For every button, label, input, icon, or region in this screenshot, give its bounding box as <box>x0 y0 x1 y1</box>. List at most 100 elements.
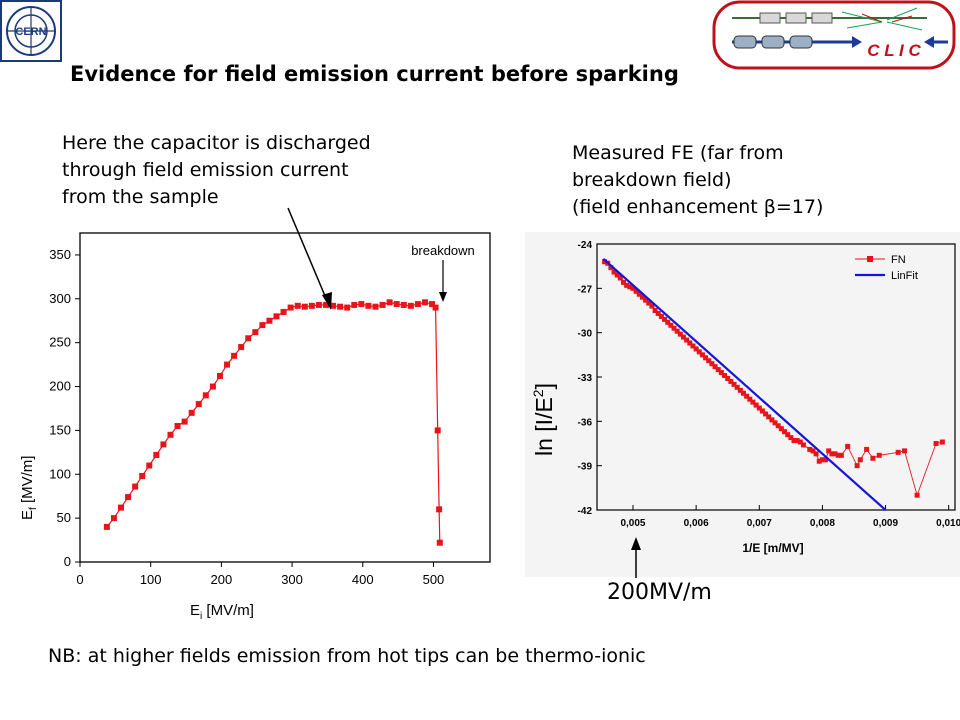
fn-point <box>835 452 841 458</box>
breakdown-point <box>125 494 132 501</box>
breakdown-point <box>358 301 365 308</box>
fn-point <box>608 265 614 271</box>
fn-point <box>703 355 709 361</box>
fn-point <box>737 387 743 393</box>
breakdown-point <box>432 304 439 311</box>
fn-point <box>677 331 683 337</box>
fn-point <box>778 426 784 432</box>
y-tick-label: 250 <box>49 335 71 350</box>
breakdown-point <box>421 299 428 306</box>
fn-point <box>816 458 822 464</box>
breakdown-point <box>429 301 436 308</box>
fn-point <box>838 452 844 458</box>
breakdown-point <box>400 301 407 308</box>
breakdown-point <box>436 539 443 546</box>
y-tick-label: 150 <box>49 422 71 437</box>
fn-point <box>718 370 724 376</box>
breakdown-point <box>294 302 301 309</box>
fn-point <box>895 449 901 455</box>
fn-point <box>939 439 945 445</box>
fn-point <box>740 390 746 396</box>
fn-point <box>800 442 806 448</box>
fn-point <box>646 300 652 306</box>
breakdown-arrowhead <box>439 292 447 302</box>
breakdown-point <box>245 335 252 342</box>
x-tick-label: 500 <box>423 572 445 587</box>
fn-x-tick-label: 0,006 <box>684 518 709 529</box>
breakdown-y-axis-label: Ef [MV/m] <box>19 456 39 520</box>
breakdown-point <box>365 302 372 309</box>
breakdown-point <box>188 409 195 416</box>
fn-point <box>734 384 740 390</box>
fn-point <box>630 285 636 291</box>
breakdown-point <box>301 303 308 310</box>
y-tick-label: 200 <box>49 379 71 394</box>
fn-point <box>766 414 772 420</box>
breakdown-point <box>238 344 245 351</box>
fn-point <box>810 448 816 454</box>
fn-point <box>662 316 668 322</box>
fn-point <box>753 402 759 408</box>
fn-point <box>759 408 765 414</box>
fn-point <box>826 448 832 454</box>
fn-point <box>671 325 677 331</box>
fn-point <box>636 291 642 297</box>
breakdown-point <box>407 302 414 309</box>
fn-chart-legend: FN LinFit <box>855 254 918 282</box>
fn-point <box>684 337 690 343</box>
fn-point <box>617 275 623 281</box>
breakdown-point <box>252 329 259 336</box>
fn-point <box>725 375 731 381</box>
fn-point <box>687 340 693 346</box>
x-tick-label: 100 <box>140 572 162 587</box>
breakdown-point <box>224 361 231 368</box>
fn-point <box>731 381 737 387</box>
breakdown-point <box>139 473 146 480</box>
breakdown-x-axis-label: Ei [MV/m] <box>190 602 254 622</box>
fn-point <box>706 358 712 364</box>
fn-y-tick-label: -30 <box>578 329 593 340</box>
fowler-nordheim-chart: 0,005 0,006 0,007 0,008 0,009 0,010 -24 -27 -30 -… <box>525 232 960 577</box>
breakdown-point <box>315 301 322 308</box>
breakdown-point <box>110 515 117 522</box>
breakdown-point <box>118 504 124 511</box>
breakdown-point <box>132 483 139 490</box>
fn-point <box>712 364 718 370</box>
breakdown-point <box>174 423 181 430</box>
fn-point <box>633 288 639 294</box>
y-tick-label: 100 <box>49 466 71 481</box>
fn-x-tick-label: 0,009 <box>873 518 898 529</box>
y-tick-label: 0 <box>64 554 71 569</box>
fn-point <box>775 423 781 429</box>
fn-point <box>832 451 838 457</box>
footnote: NB: at higher fields emission from hot t… <box>48 645 646 667</box>
breakdown-point <box>195 401 202 408</box>
fn-point <box>665 319 671 325</box>
breakdown-point <box>330 302 337 309</box>
breakdown-point <box>344 304 351 311</box>
clic-logo: C L I C <box>712 0 956 70</box>
fn-point <box>763 411 769 417</box>
fn-y-tick-label: -39 <box>578 462 593 473</box>
cern-logo-text: CERN <box>15 26 46 38</box>
fn-point <box>769 417 775 423</box>
fn-point <box>627 284 633 290</box>
fn-point <box>624 282 630 288</box>
fn-point <box>823 457 829 463</box>
breakdown-point <box>209 383 216 390</box>
fn-point <box>649 303 655 309</box>
breakdown-point <box>146 462 153 469</box>
fn-point <box>690 343 696 349</box>
fn-point <box>785 432 791 438</box>
breakdown-point <box>273 313 280 320</box>
fn-x-axis-label: 1/E [m/MV] <box>742 541 803 555</box>
fn-y-tick-label: -36 <box>578 417 593 428</box>
fn-point <box>845 443 851 449</box>
x-tick-label: 200 <box>211 572 233 587</box>
fn-point <box>876 452 882 458</box>
fn-point <box>744 393 750 399</box>
fn-point <box>864 446 870 452</box>
fn-y-tick-label: -42 <box>578 506 593 517</box>
measured-fe-annotation: Measured FE (far from breakdown field) (… <box>572 142 824 218</box>
breakdown-point <box>372 303 379 310</box>
